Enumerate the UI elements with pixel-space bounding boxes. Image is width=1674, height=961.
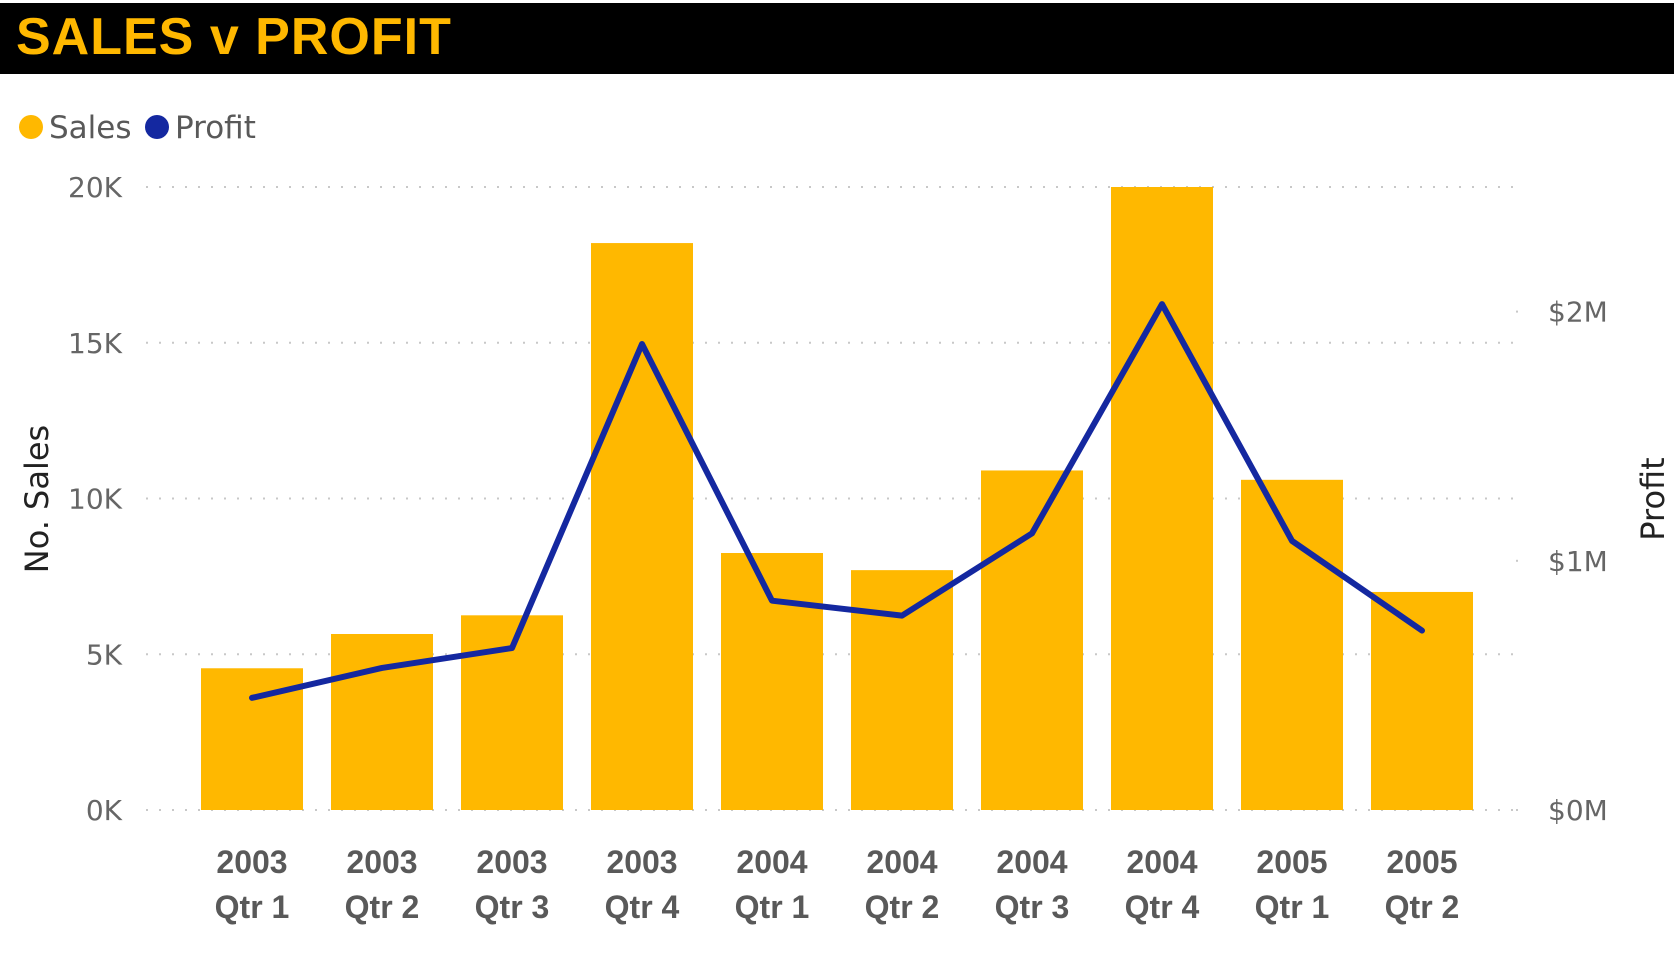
x-tick-label-year: 2005 (1256, 844, 1327, 880)
x-tick-label-quarter: Qtr 1 (1255, 889, 1330, 925)
x-tick-label-year: 2004 (996, 844, 1067, 880)
y-left-tick-label: 15K (68, 327, 123, 360)
x-tick-label-quarter: Qtr 2 (1385, 889, 1460, 925)
x-tick-label-quarter: Qtr 2 (865, 889, 940, 925)
sales-bar (1241, 479, 1343, 810)
y-left-tick-label: 5K (86, 638, 123, 671)
title-bar: SALES v PROFIT (0, 3, 1674, 74)
y-left-tick-label: 10K (68, 483, 123, 516)
legend-sales-label: Sales (49, 110, 132, 146)
x-tick-label-year: 2004 (736, 844, 807, 880)
x-tick-label-year: 2004 (1126, 844, 1197, 880)
sales-bar (591, 243, 693, 810)
x-tick-label-year: 2003 (216, 844, 287, 880)
y-left-tick-label: 20K (68, 171, 123, 204)
legend-sales-marker (19, 115, 43, 139)
x-tick-label-year: 2005 (1386, 844, 1457, 880)
legend-profit-marker (145, 115, 169, 139)
sales-bar (1371, 591, 1473, 810)
x-tick-label-year: 2004 (866, 844, 937, 880)
sales-bar (1111, 187, 1213, 810)
y-right-tick-label: $0M (1548, 794, 1608, 827)
x-tick-label-quarter: Qtr 2 (345, 889, 420, 925)
x-tick-label-year: 2003 (606, 844, 677, 880)
x-tick-label-quarter: Qtr 1 (735, 889, 810, 925)
x-tick-label-year: 2003 (346, 844, 417, 880)
x-tick-label-quarter: Qtr 4 (605, 889, 680, 925)
legend-profit-label: Profit (175, 110, 256, 146)
x-tick-label-quarter: Qtr 1 (215, 889, 290, 925)
y-right-tick-label: $1M (1548, 545, 1608, 578)
sales-bar (721, 553, 823, 810)
y-right-tick-label: $2M (1548, 296, 1608, 329)
x-tick-label-quarter: Qtr 4 (1125, 889, 1200, 925)
chart-title: SALES v PROFIT (16, 8, 452, 66)
sales-bar (851, 570, 953, 810)
profit-line (249, 301, 1425, 701)
y-left-axis-title: No. Sales (18, 425, 56, 573)
sales-bar (981, 470, 1083, 810)
x-tick-label-quarter: Qtr 3 (995, 889, 1070, 925)
x-tick-label-quarter: Qtr 3 (475, 889, 550, 925)
y-left-tick-label: 0K (86, 794, 123, 827)
x-tick-label-year: 2003 (476, 844, 547, 880)
y-right-axis-title: Profit (1634, 457, 1672, 540)
